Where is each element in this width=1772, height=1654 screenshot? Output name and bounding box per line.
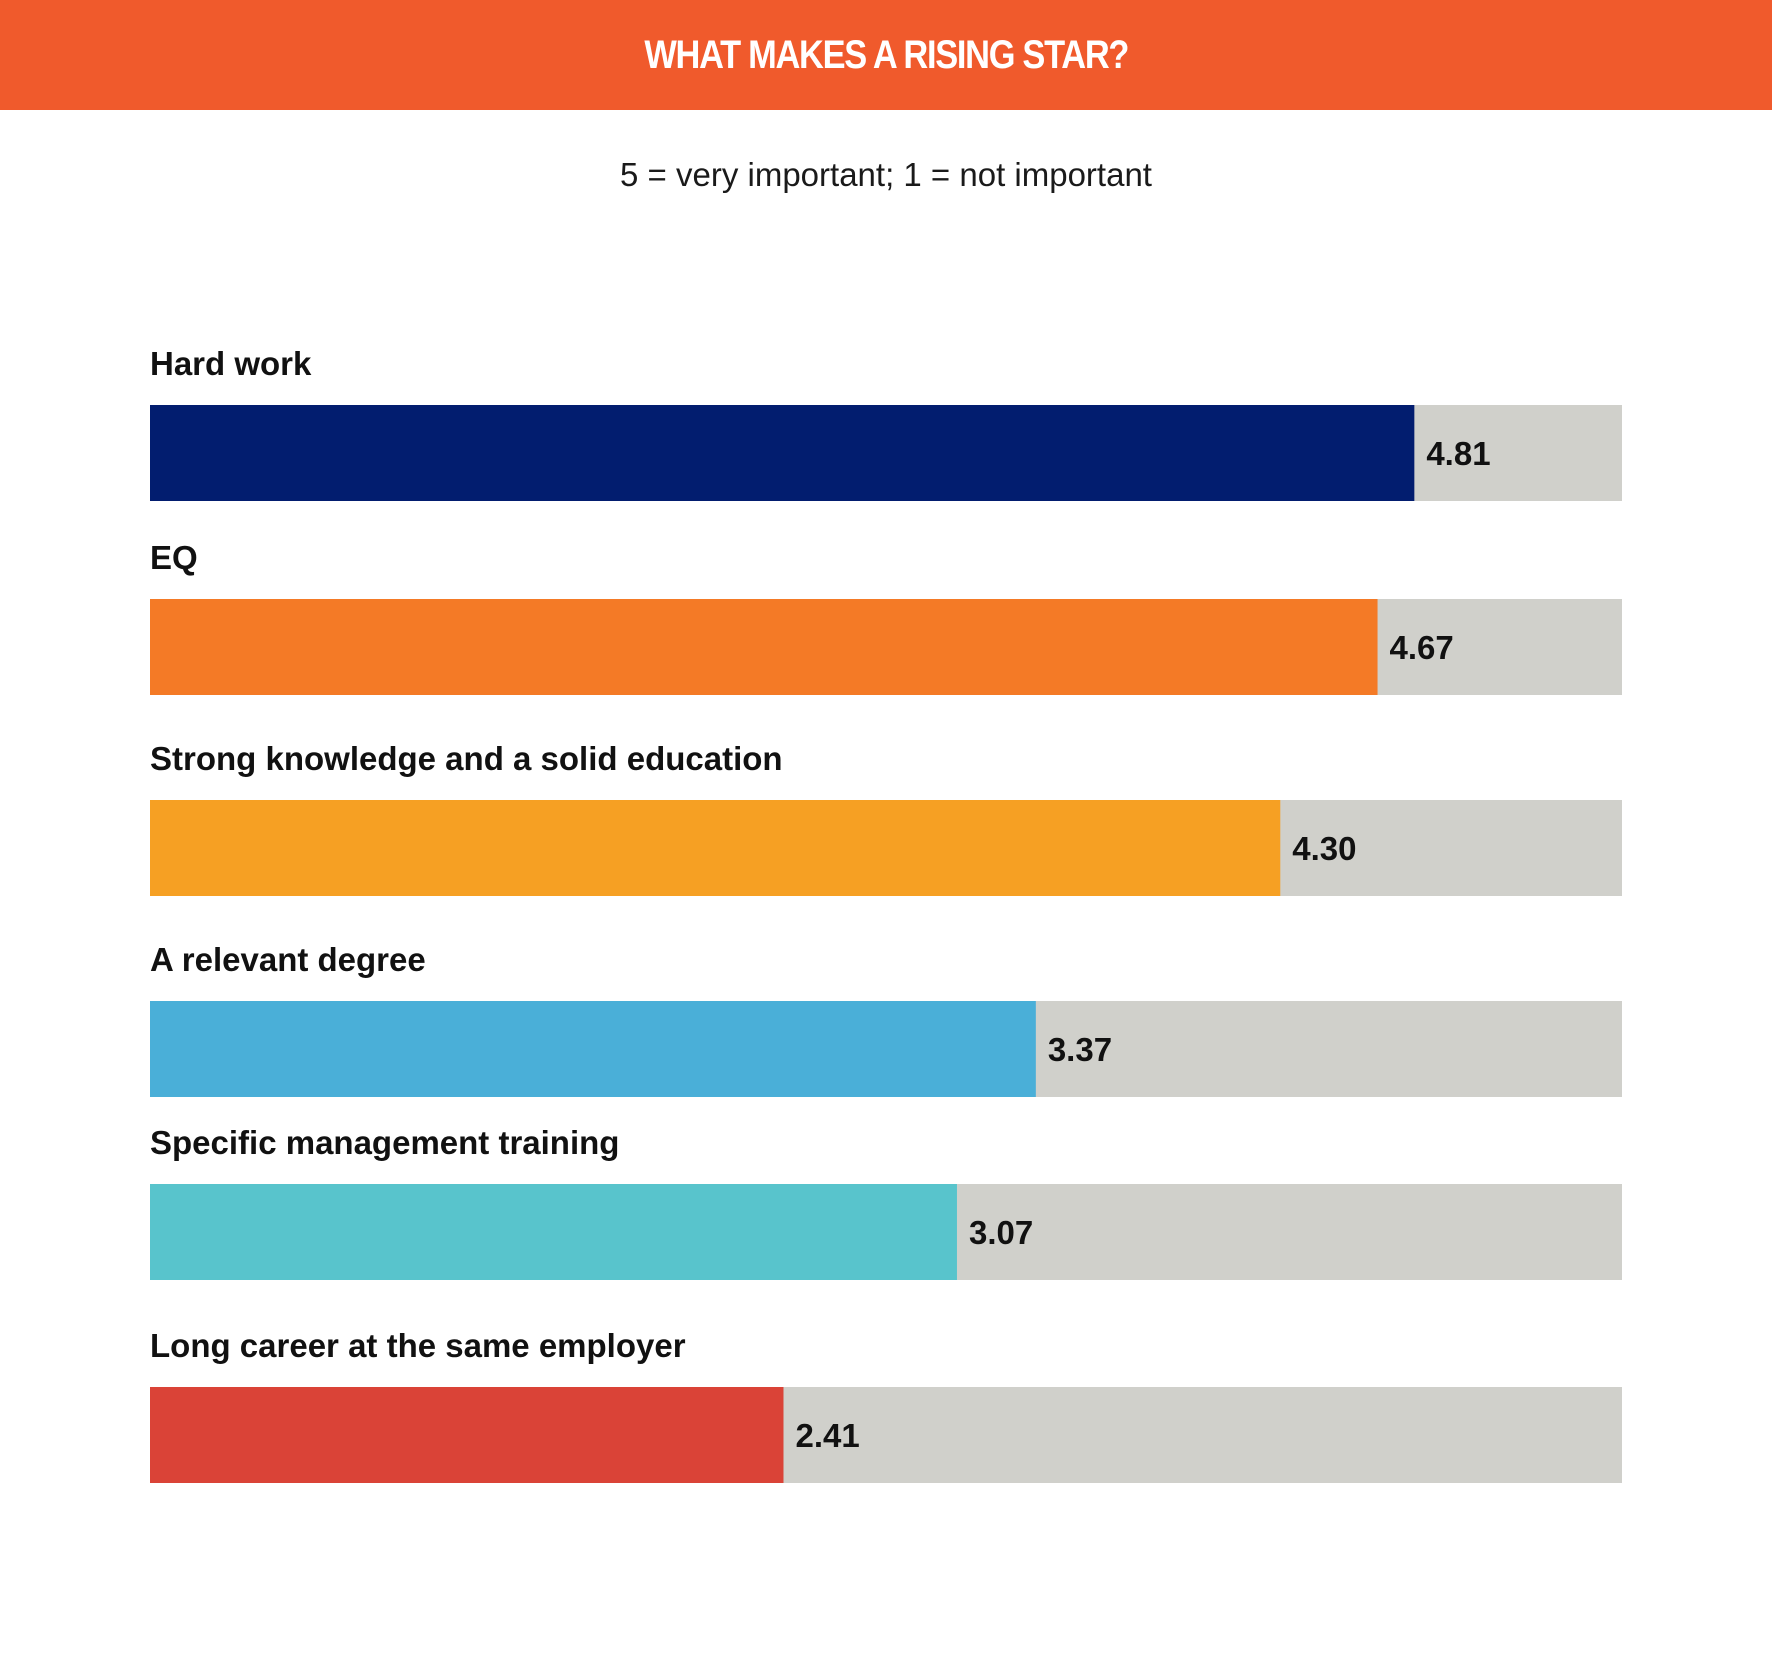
- value-label: 4.81: [1426, 435, 1490, 472]
- bar: [150, 800, 1281, 896]
- bar: [150, 1387, 784, 1483]
- category-label: Long career at the same employer: [150, 1327, 686, 1364]
- bar: [150, 1001, 1036, 1097]
- category-label: EQ: [150, 539, 198, 576]
- category-label: Specific management training: [150, 1124, 619, 1161]
- chart-title: WHAT MAKES A RISING STAR?: [644, 33, 1129, 77]
- bar: [150, 599, 1378, 695]
- category-label: A relevant degree: [150, 941, 426, 978]
- value-label: 4.67: [1390, 629, 1454, 666]
- title-banner: WHAT MAKES A RISING STAR?: [0, 0, 1772, 110]
- bar: [150, 405, 1415, 501]
- value-label: 4.30: [1292, 830, 1356, 867]
- value-label: 2.41: [795, 1417, 859, 1454]
- bar: [150, 1184, 957, 1280]
- value-label: 3.37: [1048, 1031, 1112, 1068]
- category-label: Strong knowledge and a solid education: [150, 740, 783, 777]
- category-label: Hard work: [150, 345, 312, 382]
- chart-subtitle: 5 = very important; 1 = not important: [620, 156, 1152, 193]
- value-label: 3.07: [969, 1214, 1033, 1251]
